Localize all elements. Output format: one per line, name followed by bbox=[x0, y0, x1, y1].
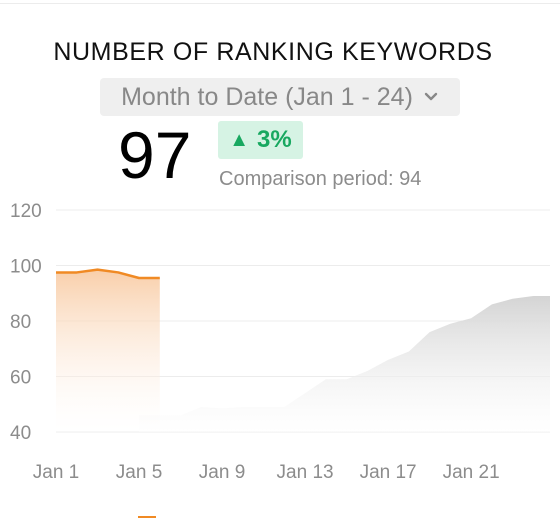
top-divider bbox=[0, 3, 560, 4]
x-tick-label: Jan 9 bbox=[199, 462, 245, 483]
period-dropdown-label: Month to Date (Jan 1 - 24) bbox=[121, 82, 413, 111]
current-line bbox=[56, 268, 160, 280]
triangle-up-icon: ▲ bbox=[229, 128, 250, 151]
y-tick-label: 120 bbox=[10, 201, 42, 222]
y-tick-label: 40 bbox=[10, 423, 31, 444]
change-value: 3% bbox=[257, 126, 292, 153]
y-tick-label: 80 bbox=[10, 312, 31, 333]
x-tick-label: Jan 5 bbox=[116, 462, 162, 483]
change-badge: ▲ 3% bbox=[218, 121, 303, 159]
x-tick-label: Jan 1 bbox=[33, 462, 79, 483]
comparison-period: Comparison period: 94 bbox=[219, 168, 421, 191]
x-tick-label: Jan 13 bbox=[277, 462, 334, 483]
chevron-down-icon bbox=[423, 89, 439, 105]
x-tick-label: Jan 21 bbox=[443, 462, 500, 483]
comparison-value: 94 bbox=[399, 168, 422, 190]
period-dropdown[interactable]: Month to Date (Jan 1 - 24) bbox=[100, 78, 460, 116]
kpi-value: 97 bbox=[118, 118, 192, 192]
comparison-area bbox=[139, 296, 550, 432]
comparison-label: Comparison period: bbox=[219, 168, 394, 190]
y-tick-label: 100 bbox=[10, 257, 42, 278]
current-area bbox=[56, 269, 160, 432]
y-tick-label: 60 bbox=[10, 368, 31, 389]
x-tick-label: Jan 17 bbox=[360, 462, 417, 483]
legend-swatch-current bbox=[138, 516, 156, 518]
widget-title: NUMBER OF RANKING KEYWORDS bbox=[53, 38, 493, 66]
